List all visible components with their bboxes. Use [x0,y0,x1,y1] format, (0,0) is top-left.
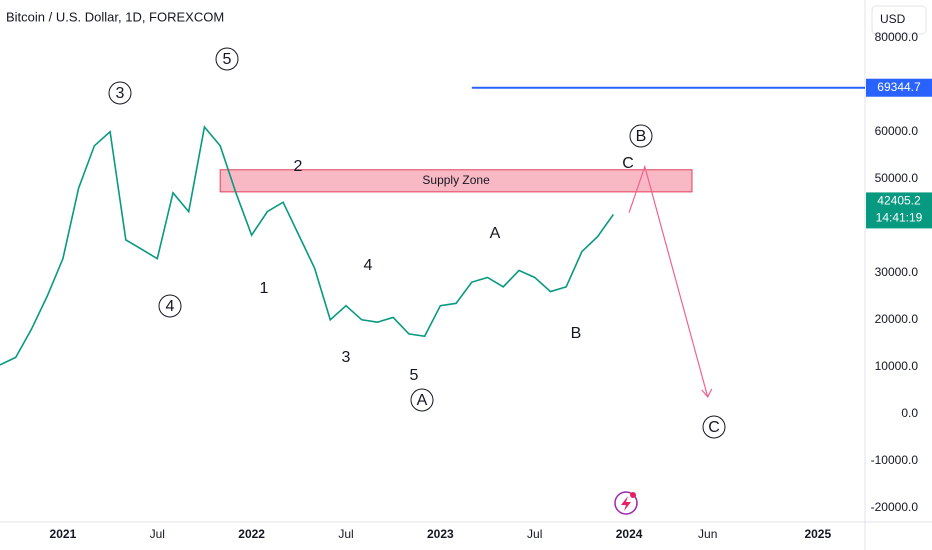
wave-circle [410,388,434,412]
y-tick-label: 60000.0 [875,124,919,138]
x-tick-label: Jul [150,527,165,541]
x-tick-label: 2022 [238,527,265,541]
y-tick-label: 80000.0 [875,30,919,44]
wave-label: A [417,392,428,409]
x-tick-label: Jun [698,527,717,541]
price-line [0,125,615,366]
y-tick-label: 20000.0 [875,312,919,326]
wave-label: B [571,325,582,342]
wave-label: 3 [116,85,125,102]
last-price-box [866,192,932,229]
y-tick-label: 30000.0 [875,265,919,279]
y-tick-label: 0.0 [901,406,918,420]
wave-circle [215,47,239,71]
wave-label: 5 [223,51,232,68]
wave-circle [702,415,726,439]
wave-label: 4 [166,298,175,315]
x-tick-label: 2023 [427,527,454,541]
wave-label: 1 [260,280,269,297]
level-label-box [866,78,932,97]
x-tick-label: Jul [527,527,542,541]
wave-label: C [708,419,720,436]
projection-path [628,164,709,398]
x-tick-label: Jul [338,527,353,541]
wave-label: 4 [364,257,373,274]
last-price-label: 42405.2 [877,194,921,208]
wave-circle [158,294,182,318]
wave-label: B [636,128,647,145]
wave-label: C [622,155,634,172]
wave-label: 3 [342,349,351,366]
wave-label: A [490,225,501,242]
wave-label: 2 [294,158,303,175]
wave-label: 5 [410,367,419,384]
currency-button[interactable] [871,5,927,35]
y-tick-label: -10000.0 [871,453,919,467]
projection-arrowhead [701,388,713,398]
wave-circle [629,124,653,148]
currency-label[interactable]: USD [880,12,906,26]
wave-circle [108,81,132,105]
level-label: 69344.7 [877,80,921,94]
countdown-label: 14:41:19 [876,211,923,225]
supply-zone [219,169,693,193]
x-tick-label: 2021 [50,527,77,541]
chart-title: Bitcoin / U.S. Dollar, 1D, FOREXCOM [6,9,224,24]
y-tick-label: 50000.0 [875,171,919,185]
supply-zone-label: Supply Zone [422,173,490,187]
x-tick-label: 2025 [804,527,831,541]
y-tick-label: 10000.0 [875,359,919,373]
x-tick-label: 2024 [616,527,643,541]
y-tick-label: -20000.0 [871,500,919,514]
lightning-icon[interactable] [614,491,638,515]
